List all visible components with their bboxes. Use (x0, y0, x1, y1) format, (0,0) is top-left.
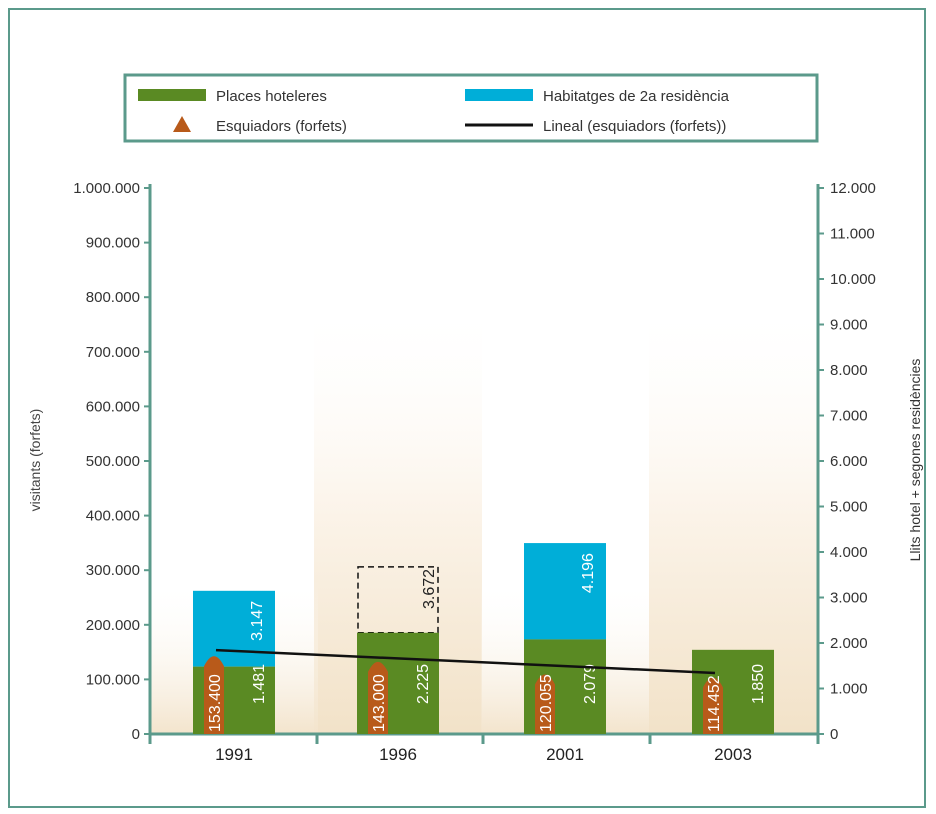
right-axis-title: Llits hotel + segones residències (907, 359, 923, 562)
legend-label: Esquiadors (forfets) (216, 118, 347, 135)
skier-value-label: 120.055 (538, 674, 555, 732)
left-tick-label: 500.000 (86, 453, 140, 470)
right-tick-label: 7.000 (830, 408, 868, 425)
skier-value-label: 153.400 (207, 674, 224, 732)
left-tick-label: 300.000 (86, 562, 140, 579)
right-tick-label: 6.000 (830, 453, 868, 470)
x-tick-label: 1996 (379, 745, 417, 764)
right-tick-label: 11.000 (830, 226, 875, 243)
legend-marker-triangle (173, 116, 191, 132)
bar-hotel-places-label: 1.481 (251, 664, 268, 704)
left-tick-label: 0 (132, 726, 140, 743)
x-tick-label: 2001 (546, 745, 584, 764)
left-tick-label: 600.000 (86, 398, 140, 415)
left-tick-label: 400.000 (86, 508, 140, 525)
legend-box (123, 73, 819, 143)
legend-label: Places hoteleres (216, 88, 327, 105)
right-tick-label: 12.000 (830, 180, 876, 197)
left-tick-label: 900.000 (86, 235, 140, 252)
bar-hotel-places-label: 1.850 (750, 664, 767, 704)
legend-label: Lineal (esquiadors (forfets)) (543, 118, 726, 135)
left-axis-title: visitants (forfets) (27, 409, 43, 512)
left-tick-label: 200.000 (86, 617, 140, 634)
skier-marker (204, 656, 224, 734)
left-tick-label: 100.000 (86, 671, 140, 688)
right-tick-label: 10.000 (830, 271, 876, 288)
bar-second-residence-label: 3.672 (421, 569, 438, 609)
skier-value-label: 114.452 (706, 675, 723, 732)
skier-marker (703, 677, 723, 734)
x-tick-label: 2003 (714, 745, 752, 764)
bar-second-residence-label: 4.196 (580, 553, 597, 593)
right-tick-label: 1.000 (830, 681, 868, 698)
right-tick-label: 4.000 (830, 544, 868, 561)
left-tick-label: 1.000.000 (73, 180, 140, 197)
bar-second-residence-label: 3.147 (249, 601, 266, 641)
right-tick-label: 8.000 (830, 362, 868, 379)
skier-marker (368, 661, 388, 734)
bar-second-residence (524, 543, 606, 640)
bar-hotel-places-label: 2.225 (415, 664, 432, 704)
legend-label: Habitatges de 2a residència (543, 88, 730, 105)
right-tick-label: 3.000 (830, 590, 868, 607)
legend-swatch (465, 89, 533, 101)
right-tick-label: 9.000 (830, 317, 868, 334)
legend-swatch (138, 89, 206, 101)
skier-trendline (215, 648, 716, 675)
x-tick-label: 1991 (215, 745, 253, 764)
right-tick-label: 0 (830, 726, 838, 743)
left-tick-label: 700.000 (86, 344, 140, 361)
right-tick-label: 5.000 (830, 499, 868, 516)
skier-value-label: 143.000 (371, 674, 388, 732)
bar-second-residence (193, 590, 275, 667)
bar-hotel-places-label: 2.079 (582, 664, 599, 704)
skier-marker (535, 674, 555, 734)
right-tick-label: 2.000 (830, 635, 868, 652)
left-tick-label: 800.000 (86, 289, 140, 306)
